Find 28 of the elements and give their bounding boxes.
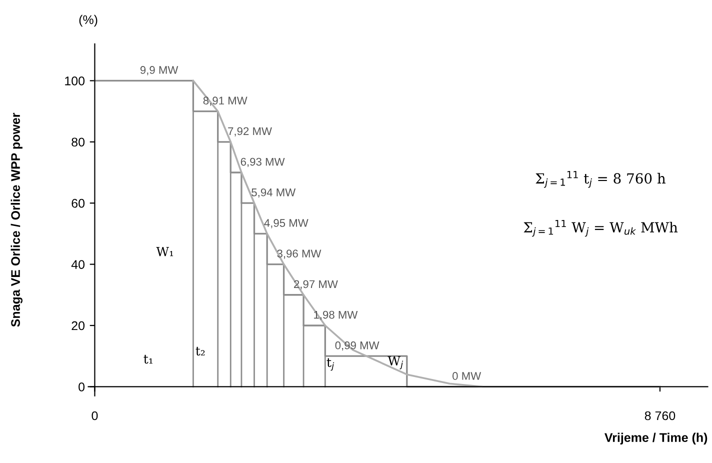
annotation: Σ$_{j=1}$$^{11}$ t$_{j}$ = 8 760 h (536, 171, 666, 188)
annotation: t₂ (196, 346, 205, 356)
text: (%) (79, 14, 98, 27)
annotation: 0 MW (452, 372, 482, 380)
annotation: 2,97 MW (294, 280, 338, 290)
y-tick-label: 40 (71, 260, 85, 269)
y-tick-label: 80 (72, 138, 85, 147)
x-axis-title: Vrijeme / Time (h) (604, 432, 708, 444)
annotation: 5,94 MW (252, 188, 296, 198)
y-tick-label: 100 (65, 76, 85, 86)
annotation: W₁ (156, 246, 174, 256)
annotation: 3,96 MW (277, 250, 322, 259)
annotation: 7,92 MW (228, 127, 272, 136)
annotation: 1,98 MW (314, 310, 358, 320)
y-tick-label: 20 (72, 321, 85, 330)
annotation: W$_{j}$ (388, 356, 404, 370)
x-tick-label: 8 760 (644, 411, 676, 420)
annotation: Σ$_{j=1}$$^{11}$ W$_{j}$ = W$_{uk}$ MWh (524, 220, 678, 237)
annotation: t₁ (144, 354, 152, 364)
annotation: 4,95 MW (264, 219, 308, 228)
annotation: 6,93 MW (240, 158, 285, 168)
annotation: 9,9 MW (140, 66, 178, 76)
y-tick-label: 60 (72, 198, 85, 208)
annotation: t$_{j}$ (326, 358, 334, 371)
y-axis-title: Snaga VE Orlice / Orlice WPP power (10, 112, 22, 327)
y-tick-label: 0 (78, 382, 85, 392)
annotation: 8,91 MW (203, 96, 248, 106)
annotation: 0,99 MW (335, 341, 380, 351)
